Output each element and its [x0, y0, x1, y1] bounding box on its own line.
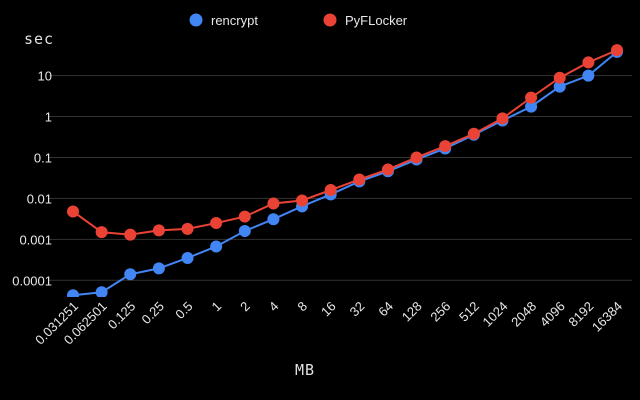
data-point-pyflocker[interactable] [152, 224, 165, 237]
legend: rencrypt PyFLocker [189, 13, 408, 28]
x-tick-label: 2 [237, 299, 253, 315]
data-point-pyflocker[interactable] [95, 226, 108, 239]
series-line-pyflocker [72, 49, 618, 236]
x-tick-label: 2048 [508, 299, 539, 330]
legend-item-rencrypt[interactable]: rencrypt [189, 13, 259, 28]
legend-label-rencrypt: rencrypt [211, 13, 258, 28]
data-point-pyflocker[interactable] [496, 112, 509, 125]
data-point-rencrypt[interactable] [267, 213, 280, 226]
y-tick-label: 0.1 [34, 150, 52, 165]
x-tick-label: 512 [456, 299, 482, 325]
x-tick-label: 4096 [537, 299, 568, 330]
data-point-rencrypt[interactable] [67, 289, 79, 301]
series-line-rencrypt [72, 51, 618, 297]
data-point-pyflocker[interactable] [467, 127, 480, 140]
x-tick-label: 0.25 [139, 299, 168, 328]
x-tick-label: 1024 [480, 299, 511, 330]
data-point-pyflocker[interactable] [353, 173, 366, 186]
y-tick-labels: 0.0001 0.001 0.01 0.1 1 10 [12, 69, 52, 289]
x-tick-label: 128 [399, 299, 425, 325]
gridlines [49, 75, 632, 281]
y-axis-title: sec [24, 30, 54, 48]
y-tick-label: 0.001 [19, 232, 52, 247]
data-point-rencrypt[interactable] [210, 240, 223, 253]
x-tick-label: 4 [266, 299, 282, 315]
x-tick-label: 256 [427, 299, 453, 325]
x-tick-label: 32 [347, 299, 368, 320]
y-tick-label: 1 [45, 110, 52, 125]
data-point-pyflocker[interactable] [553, 71, 566, 84]
data-point-rencrypt[interactable] [525, 100, 538, 113]
data-point-pyflocker[interactable] [381, 163, 394, 176]
data-point-rencrypt[interactable] [238, 224, 251, 237]
data-point-pyflocker[interactable] [582, 56, 595, 69]
y-tick-label: 10 [38, 69, 52, 84]
x-tick-label: 16384 [589, 299, 625, 335]
data-point-pyflocker[interactable] [210, 217, 223, 230]
x-tick-label: 8 [294, 299, 310, 315]
data-point-pyflocker[interactable] [296, 194, 309, 207]
legend-marker-pyflocker [323, 13, 337, 27]
x-tick-label: 16 [318, 299, 339, 320]
x-tick-label: 64 [375, 299, 396, 320]
series-layer [67, 44, 623, 301]
data-point-pyflocker[interactable] [611, 44, 623, 57]
data-point-rencrypt[interactable] [95, 286, 108, 298]
data-point-pyflocker[interactable] [525, 91, 538, 104]
legend-item-pyflocker[interactable]: PyFLocker [323, 13, 408, 28]
data-point-pyflocker[interactable] [67, 205, 79, 218]
data-point-rencrypt[interactable] [124, 268, 137, 281]
data-point-pyflocker[interactable] [124, 228, 137, 241]
data-point-rencrypt[interactable] [152, 262, 165, 275]
data-point-pyflocker[interactable] [238, 210, 251, 223]
y-tick-label: 0.0001 [12, 273, 52, 288]
x-tick-label: 1 [209, 299, 225, 315]
x-tick-label: 0.5 [172, 299, 195, 322]
data-point-rencrypt[interactable] [582, 69, 595, 82]
data-point-rencrypt[interactable] [181, 251, 194, 264]
data-point-pyflocker[interactable] [410, 151, 423, 164]
legend-label-pyflocker: PyFLocker [345, 13, 408, 28]
legend-marker-rencrypt [189, 13, 203, 27]
x-axis-title: MB [295, 361, 315, 379]
data-point-pyflocker[interactable] [181, 222, 194, 235]
y-tick-label: 0.01 [27, 191, 52, 206]
data-point-pyflocker[interactable] [439, 140, 452, 153]
data-point-rencrypt[interactable] [553, 80, 566, 93]
data-point-pyflocker[interactable] [267, 197, 280, 210]
x-tick-label: 0.125 [105, 299, 139, 333]
data-point-pyflocker[interactable] [324, 184, 337, 197]
